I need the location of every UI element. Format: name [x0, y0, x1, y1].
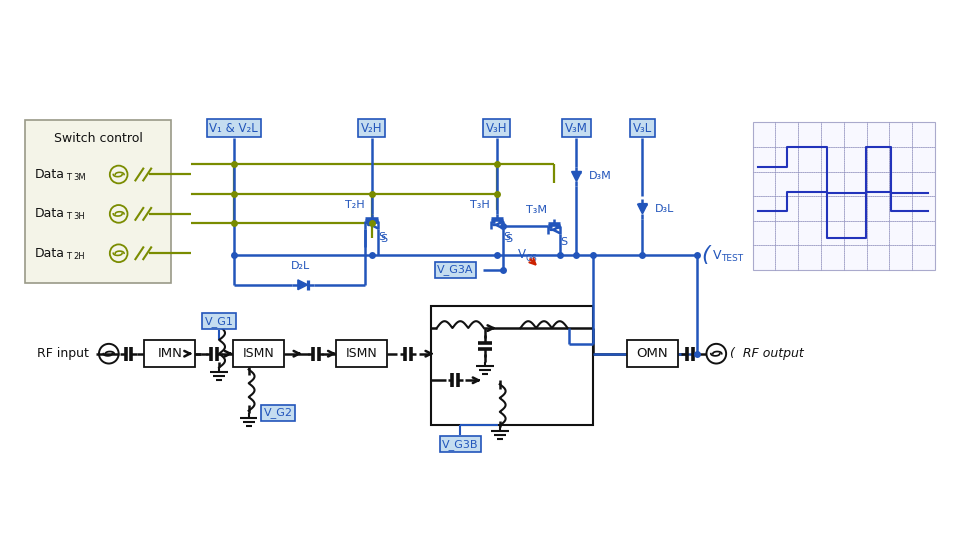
- Text: ISMN: ISMN: [243, 347, 275, 360]
- Text: T: T: [66, 212, 71, 221]
- Text: Data: Data: [35, 168, 65, 181]
- Text: IMN: IMN: [157, 347, 182, 360]
- Text: T: T: [66, 252, 71, 261]
- Text: T: T: [66, 173, 71, 182]
- Text: T₂H: T₂H: [346, 200, 365, 210]
- Text: S: S: [503, 232, 510, 242]
- Bar: [144, 340, 196, 368]
- Text: Data: Data: [35, 247, 65, 260]
- Text: 3H: 3H: [73, 212, 85, 221]
- Bar: [431, 306, 593, 424]
- Polygon shape: [571, 172, 582, 181]
- Text: D₂L: D₂L: [291, 261, 310, 271]
- Text: S: S: [378, 232, 385, 242]
- Bar: [753, 123, 935, 270]
- Text: S: S: [505, 234, 512, 244]
- Text: D₃M: D₃M: [589, 172, 612, 181]
- Text: Data: Data: [35, 207, 65, 220]
- Polygon shape: [637, 204, 647, 214]
- Text: V: V: [517, 248, 525, 261]
- Bar: [336, 340, 388, 368]
- Bar: [233, 340, 284, 368]
- Text: V₃L: V₃L: [633, 122, 652, 134]
- Text: V₂H: V₂H: [361, 122, 382, 134]
- Text: 2H: 2H: [73, 252, 85, 261]
- Text: Switch control: Switch control: [54, 132, 142, 145]
- Text: T₃M: T₃M: [526, 205, 547, 215]
- Text: V: V: [713, 249, 722, 262]
- Text: D₃L: D₃L: [656, 204, 675, 214]
- Text: S: S: [560, 237, 567, 247]
- Text: GS: GS: [525, 254, 537, 262]
- Text: V_G2: V_G2: [264, 407, 293, 418]
- Text: V_G3A: V_G3A: [437, 265, 473, 275]
- Text: (: (: [702, 245, 710, 265]
- Text: ISMN: ISMN: [346, 347, 377, 360]
- Text: V₃H: V₃H: [486, 122, 508, 134]
- Polygon shape: [298, 280, 308, 289]
- Text: T₃H: T₃H: [470, 200, 490, 210]
- Text: V₃M: V₃M: [565, 122, 588, 134]
- Text: V_G1: V_G1: [204, 316, 233, 327]
- Bar: [25, 120, 171, 283]
- Text: 3M: 3M: [73, 173, 86, 182]
- Text: OMN: OMN: [636, 347, 668, 360]
- Text: TEST: TEST: [721, 254, 743, 262]
- Text: RF input: RF input: [36, 347, 89, 360]
- Text: (  RF output: ( RF output: [731, 347, 804, 360]
- Text: V₁ & V₂L: V₁ & V₂L: [209, 122, 258, 134]
- Bar: [627, 340, 678, 368]
- Text: S: S: [380, 234, 387, 244]
- Text: V_G3B: V_G3B: [442, 439, 478, 450]
